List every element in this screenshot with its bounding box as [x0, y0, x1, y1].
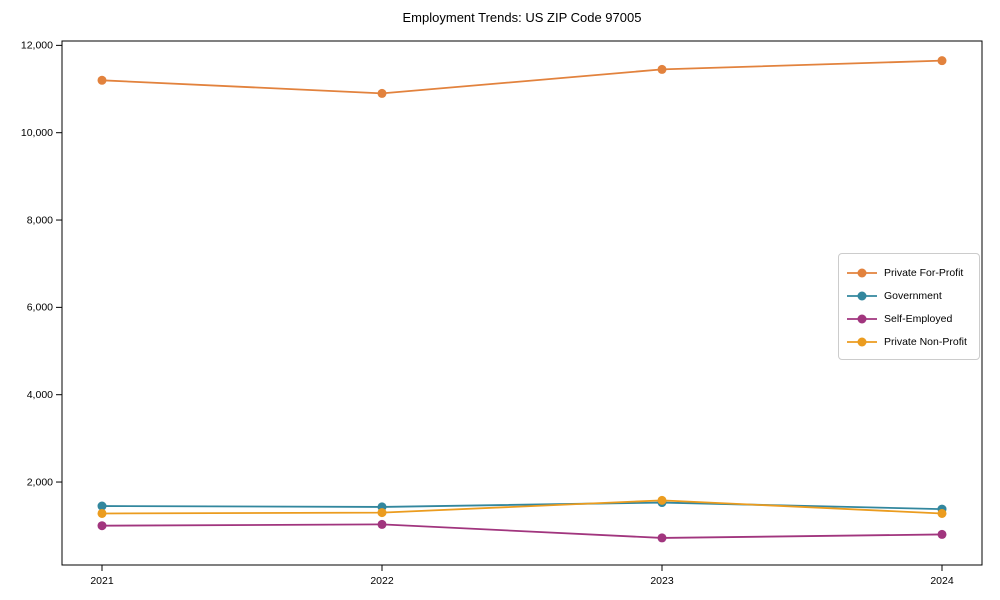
series-line: [101, 523, 943, 539]
y-tick-label: 4,000: [27, 389, 53, 401]
y-tick-label: 8,000: [27, 214, 53, 226]
series-line: [101, 499, 943, 515]
x-tick-label: 2022: [370, 575, 394, 587]
legend-marker-icon: [847, 268, 877, 277]
x-tick-label: 2021: [90, 575, 114, 587]
legend-marker-icon: [847, 291, 877, 300]
data-point-marker: [657, 495, 667, 505]
x-tick-label: 2023: [650, 575, 674, 587]
legend-marker-icon: [847, 314, 877, 323]
legend-label: Government: [884, 289, 942, 302]
legend-item: Private Non-Profit: [847, 330, 971, 353]
legend-label: Private For-Profit: [884, 266, 964, 279]
y-tick-label: 6,000: [27, 302, 53, 314]
data-point-marker: [377, 88, 387, 98]
series-private-for-profit: [97, 56, 947, 98]
legend-marker-icon: [847, 337, 877, 346]
data-point-marker: [97, 521, 107, 531]
x-tick-label: 2024: [930, 575, 954, 587]
data-point-marker: [97, 75, 107, 85]
series-private-non-profit: [97, 495, 947, 518]
data-point-marker: [657, 64, 667, 74]
data-point-marker: [937, 56, 947, 66]
data-point-marker: [937, 529, 947, 539]
series-line: [101, 59, 943, 95]
legend-item: Self-Employed: [847, 307, 971, 330]
data-point-marker: [657, 533, 667, 543]
y-tick-label: 10,000: [21, 127, 53, 139]
series-self-employed: [97, 519, 947, 543]
chart-legend: Private For-Profit Government Self-Employe…: [838, 253, 980, 360]
plot-frame: [61, 40, 983, 566]
data-point-marker: [377, 519, 387, 529]
data-point-marker: [97, 501, 107, 511]
series-line: [101, 501, 943, 511]
y-tick-label: 2,000: [27, 476, 53, 488]
chart-title: Employment Trends: US ZIP Code 97005: [402, 10, 642, 25]
legend-item: Private For-Profit: [847, 261, 971, 284]
legend-label: Self-Employed: [884, 312, 953, 325]
data-point-marker: [937, 508, 947, 518]
data-point-marker: [377, 508, 387, 518]
y-tick-label: 12,000: [21, 40, 53, 52]
legend-item: Government: [847, 284, 971, 307]
legend-label: Private Non-Profit: [884, 335, 967, 348]
data-point-marker: [97, 508, 107, 518]
